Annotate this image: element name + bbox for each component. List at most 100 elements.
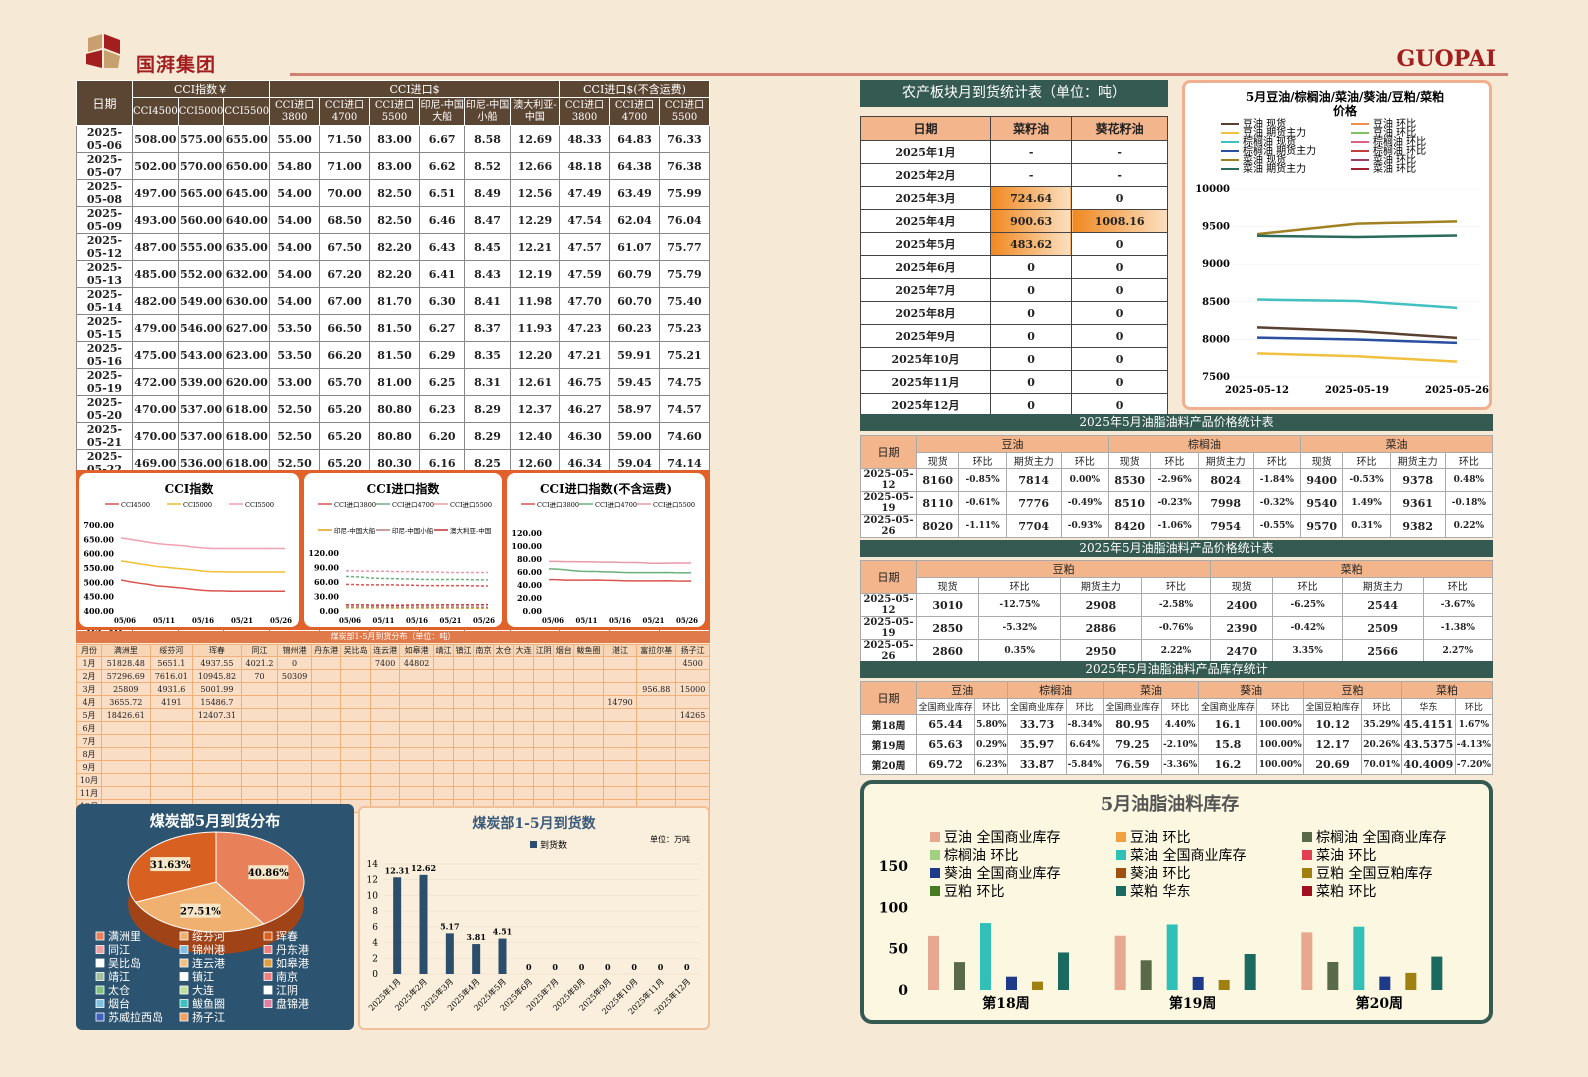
cell bbox=[432, 734, 454, 748]
data-label: 0 bbox=[579, 962, 585, 972]
cell: 71.00 bbox=[319, 152, 371, 180]
cell bbox=[473, 747, 495, 761]
legend-swatch bbox=[930, 886, 940, 896]
cell: 25809 bbox=[101, 682, 151, 696]
cell: 479.00 bbox=[132, 314, 179, 342]
cell: 8月 bbox=[76, 747, 102, 761]
cci-col-header: CCI进口4700 bbox=[609, 97, 660, 126]
cell bbox=[533, 786, 555, 800]
grid-col-header: 丹东港 bbox=[310, 644, 342, 657]
cell bbox=[533, 747, 555, 761]
group-header: 豆粕 bbox=[1302, 681, 1403, 699]
table-row: 2025-05-19 2850 -5.32% 2886 -0.76% 2390 -0.42%… bbox=[860, 616, 1494, 640]
cell: 62.04 bbox=[609, 206, 660, 234]
cell bbox=[340, 682, 371, 696]
cell bbox=[452, 682, 475, 696]
cell: 0 bbox=[1071, 278, 1168, 302]
series-line bbox=[345, 603, 489, 606]
cell: 472.00 bbox=[132, 368, 179, 396]
sub-header: 环比 bbox=[1256, 698, 1304, 715]
cell: 43.5375 bbox=[1401, 734, 1456, 755]
sub-header: 全国豆粕库存 bbox=[1302, 698, 1363, 715]
cell: -0.53% bbox=[1342, 468, 1391, 492]
cell bbox=[149, 760, 194, 774]
cell: 2025年6月 bbox=[860, 255, 991, 279]
legend-swatch bbox=[263, 958, 273, 968]
legend-label: 苏威拉西岛 bbox=[108, 1010, 163, 1024]
cell: 0 bbox=[1071, 186, 1168, 210]
bar bbox=[1058, 952, 1069, 990]
cell: 74.75 bbox=[659, 368, 710, 396]
cell: 54.80 bbox=[269, 152, 321, 180]
cell: 33.87 bbox=[1007, 754, 1067, 775]
cell: 2025年2月 bbox=[860, 163, 991, 187]
cell: 6月 bbox=[76, 721, 102, 735]
cell bbox=[452, 786, 475, 800]
cci-col-header: CCI进口5500 bbox=[659, 97, 710, 126]
legend-label: 棕榈油 环比 bbox=[944, 848, 1018, 864]
table-row: 2025年7月 0 0 bbox=[860, 278, 1168, 302]
cci-chart-panel: CCI指数 CCI4500 CCI5000 CCI5500 700.00 650.00 60… bbox=[76, 470, 710, 630]
legend-swatch bbox=[179, 972, 189, 981]
y-tick: 6 bbox=[372, 923, 378, 933]
cell bbox=[533, 669, 555, 683]
legend-label: 太仓 bbox=[108, 983, 130, 997]
y-tick: 400.00 bbox=[83, 606, 114, 616]
bar bbox=[1140, 960, 1152, 990]
data-label: 0 bbox=[658, 962, 664, 972]
cell bbox=[369, 721, 401, 735]
header-row: 日期 豆粕 菜粕 bbox=[860, 560, 1493, 594]
table-row: 2025-05-20 470.00 537.00 618.00 52.50 65.20 80… bbox=[76, 395, 710, 423]
y-tick: 500.00 bbox=[83, 577, 114, 587]
cell bbox=[636, 695, 677, 709]
cell: 4500 bbox=[675, 656, 710, 670]
cell: -1.84% bbox=[1252, 468, 1301, 492]
table-row: 2025-05-19 8110 -0.61% 7776 -0.49% 8510 -0.23%… bbox=[860, 491, 1494, 515]
cell bbox=[493, 747, 515, 761]
cell bbox=[553, 773, 575, 787]
cell: 68.50 bbox=[319, 206, 371, 234]
cell: -0.23% bbox=[1150, 491, 1199, 515]
grid-col-header: 月份 bbox=[76, 644, 102, 657]
x-tick: 05/11 bbox=[372, 616, 394, 625]
legend-swatch bbox=[263, 931, 273, 941]
cell: 618.00 bbox=[223, 422, 271, 450]
cell: 8.52 bbox=[464, 152, 511, 180]
cell: 100.00% bbox=[1256, 754, 1304, 775]
cell: 2025年11月 bbox=[860, 370, 991, 394]
subheader-row: 现货 环比 期货主力 环比 现货 环比 期货主力 环比 bbox=[861, 577, 1494, 594]
cell: 6.64% bbox=[1065, 734, 1104, 755]
cell bbox=[432, 721, 454, 735]
x-tick: 第19周 bbox=[1169, 995, 1216, 1012]
cell: 75.40 bbox=[659, 287, 710, 315]
cell bbox=[369, 708, 401, 722]
y-tick: 150 bbox=[879, 859, 908, 875]
table-row: 2025-05-26 2860 0.35% 2950 2.22% 2470 3.35% 256… bbox=[860, 639, 1494, 663]
cell: 47.59 bbox=[559, 260, 611, 288]
cell bbox=[240, 708, 279, 722]
grid-col-header: 扬子江 bbox=[675, 644, 710, 657]
cell bbox=[277, 760, 312, 774]
cell: 81.70 bbox=[369, 287, 421, 315]
cell: 470.00 bbox=[132, 422, 179, 450]
grid-col-header: 南京 bbox=[473, 644, 495, 657]
cell bbox=[432, 760, 454, 774]
row-date: 2025-05-07 bbox=[76, 152, 133, 180]
cell: 79.25 bbox=[1102, 734, 1163, 755]
sub-header: 环比 bbox=[1361, 698, 1403, 715]
brand-name: GUOPAI bbox=[1396, 46, 1496, 72]
y-tick: 100 bbox=[879, 900, 908, 916]
cell: 635.00 bbox=[223, 233, 271, 261]
cell: -2.58% bbox=[1140, 593, 1212, 617]
cell: 630.00 bbox=[223, 287, 271, 315]
cell: 8.45 bbox=[464, 233, 511, 261]
legend-label: 豆油 环比 bbox=[1130, 830, 1190, 846]
legend-swatch bbox=[1116, 832, 1126, 842]
cell bbox=[432, 786, 454, 800]
cell: 15.8 bbox=[1198, 734, 1258, 755]
cci-col-header: CCI进口5500 bbox=[369, 97, 421, 126]
legend-label: 满洲里 bbox=[108, 930, 141, 943]
coal-dist-table: 月份 满洲里 绥芬河 珲春 同江 锦州港 丹东港 吴比岛 连云港 如皋港 靖江 镇江 南京 太仓 大连 江阴烟… bbox=[76, 644, 710, 813]
x-tick: 05/16 bbox=[192, 616, 214, 625]
cell: 12.69 bbox=[509, 125, 561, 153]
